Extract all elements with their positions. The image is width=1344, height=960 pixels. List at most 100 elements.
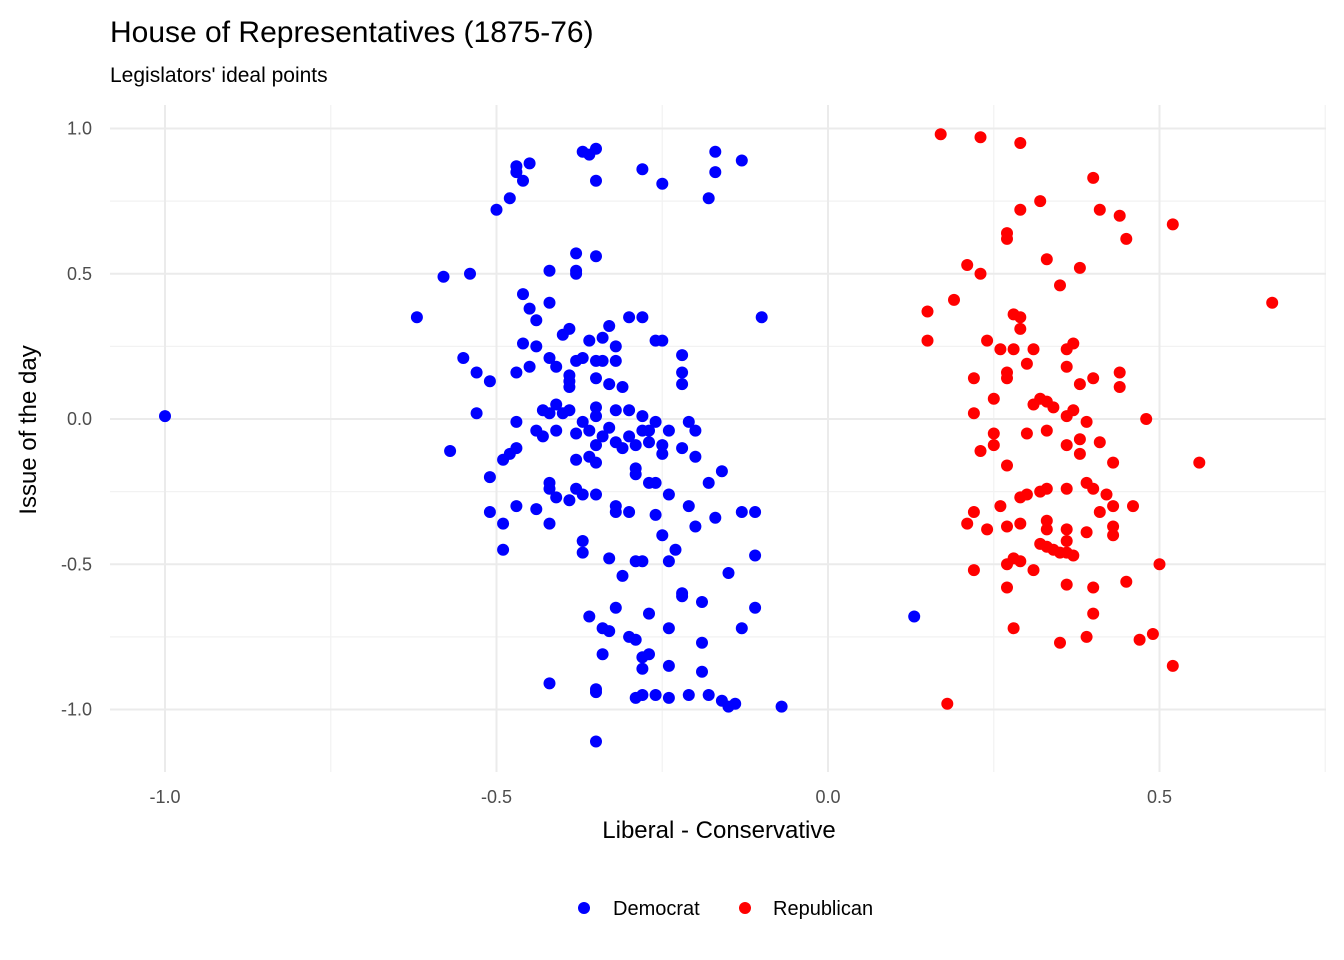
y-tick-label: 1.0 xyxy=(67,119,92,139)
democrat-point xyxy=(623,311,636,324)
y-tick-labels: 1.0 0.5 0.0 -0.5 -1.0 xyxy=(61,119,92,720)
democrat-point xyxy=(702,192,715,205)
democrat-point xyxy=(735,622,748,635)
democrat-point xyxy=(590,372,602,385)
democrat-point xyxy=(682,500,695,513)
republican-point xyxy=(1107,520,1120,533)
republican-point xyxy=(1087,607,1100,620)
republican-point xyxy=(961,517,974,530)
democrat-point xyxy=(696,596,708,608)
democrat-point xyxy=(583,334,596,347)
democrat-point xyxy=(636,163,649,176)
republican-point xyxy=(981,523,994,536)
republican-point xyxy=(921,334,934,347)
republican-point xyxy=(1060,535,1073,547)
republican-point xyxy=(961,259,974,271)
democrat-point xyxy=(159,410,171,423)
democrat-point xyxy=(410,311,423,324)
x-axis-title: Liberal - Conservative xyxy=(602,817,835,844)
democrat-point xyxy=(609,340,622,353)
y-axis-title: Issue of the day xyxy=(15,345,42,514)
republican-point xyxy=(1060,482,1073,495)
republican-point xyxy=(1060,360,1073,373)
republican-point xyxy=(1040,523,1053,536)
republican-point xyxy=(1034,195,1047,208)
republican-point xyxy=(1027,343,1040,356)
democrat-point xyxy=(550,398,563,411)
republican-point xyxy=(987,439,1000,452)
democrat-point xyxy=(543,677,556,690)
republican-point xyxy=(1040,482,1053,495)
democrat-point xyxy=(662,659,675,672)
legend-item-democrat: Democrat xyxy=(578,898,700,920)
democrat-point xyxy=(590,142,602,155)
democrat-point xyxy=(590,439,602,452)
republican-point xyxy=(1014,203,1027,216)
democrat-point xyxy=(749,549,762,562)
democrat-point xyxy=(590,250,602,263)
democrat-point xyxy=(464,267,476,280)
democrat-point xyxy=(543,517,556,530)
democrat-point xyxy=(682,689,695,701)
republican-point xyxy=(1014,322,1027,335)
democrat-point xyxy=(603,378,616,391)
democrat-point xyxy=(470,366,483,379)
democrat-point xyxy=(616,442,629,455)
republican-point xyxy=(1073,447,1086,460)
democrat-point xyxy=(676,378,689,391)
democrat-point xyxy=(749,601,762,614)
democrat-point xyxy=(570,247,583,260)
democrat-point xyxy=(576,535,589,547)
democrat-point xyxy=(636,662,649,675)
legend: Democrat Republican xyxy=(578,898,873,920)
democrat-point xyxy=(596,331,609,344)
republican-point xyxy=(1127,500,1139,513)
republican-point xyxy=(1093,203,1106,216)
democrat-point xyxy=(530,503,543,516)
democrat-point xyxy=(656,439,669,452)
republican-point xyxy=(1014,311,1027,324)
republican-point xyxy=(994,500,1007,513)
democrat-point xyxy=(523,360,536,373)
democrat-point xyxy=(656,447,669,460)
democrat-point xyxy=(662,691,675,704)
democrat-point xyxy=(543,482,556,495)
democrat-point xyxy=(715,465,728,478)
republican-point xyxy=(1001,459,1013,472)
democrat-point xyxy=(510,500,523,513)
democrat-point xyxy=(536,430,549,443)
y-tick-label: -1.0 xyxy=(61,700,92,720)
chart-subtitle: Legislators' ideal points xyxy=(110,64,328,87)
democrat-point xyxy=(497,543,510,556)
republican-point xyxy=(1087,581,1100,594)
democrat-point xyxy=(676,366,689,379)
democrat-point xyxy=(709,145,722,158)
republican-point xyxy=(987,427,1000,440)
republican-point xyxy=(1087,482,1100,495)
democrat-point xyxy=(643,607,655,620)
democrat-point xyxy=(490,203,503,216)
democrat-point xyxy=(483,375,496,388)
republican-point xyxy=(967,407,980,420)
democrat-point xyxy=(576,546,589,559)
democrat-point xyxy=(590,488,602,501)
democrat-point xyxy=(523,302,536,315)
democrat-point xyxy=(517,337,529,350)
democrat-point xyxy=(722,567,735,579)
democrat-point xyxy=(563,494,576,507)
democrat-point xyxy=(755,311,768,324)
republican-point xyxy=(1140,413,1153,425)
data-points xyxy=(159,128,1279,748)
democrat-point xyxy=(550,491,563,504)
republican-point xyxy=(1001,558,1013,571)
democrat-point xyxy=(596,354,609,367)
republican-point xyxy=(1014,517,1027,530)
republican-point xyxy=(1093,436,1106,449)
republican-point xyxy=(1073,433,1086,446)
democrat-point xyxy=(636,555,649,568)
democrat-point xyxy=(603,421,616,434)
democrat-point xyxy=(616,381,629,393)
democrat-point xyxy=(576,415,589,428)
democrat-point xyxy=(609,601,622,614)
democrat-point xyxy=(609,506,622,518)
